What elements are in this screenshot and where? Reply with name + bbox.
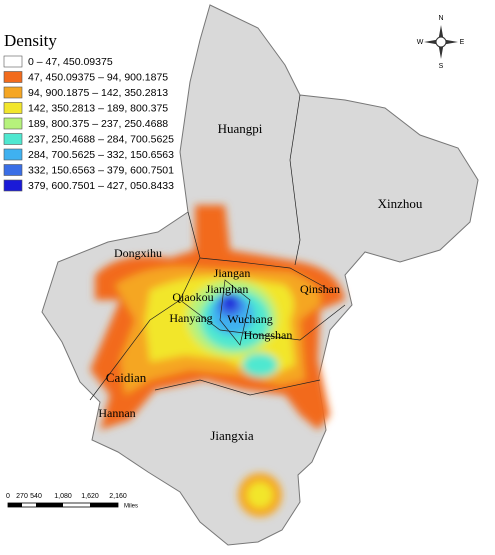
legend-swatch xyxy=(3,117,23,130)
district-label: Hanyang xyxy=(169,311,212,325)
legend-swatch xyxy=(3,71,23,83)
scale-bar-segment xyxy=(36,503,63,507)
district-label: Hannan xyxy=(98,406,135,420)
scale-label: 1,080 xyxy=(54,493,72,500)
district-label: Hongshan xyxy=(244,328,293,342)
district-label: Dongxihu xyxy=(114,246,162,260)
scale-label: 1,620 xyxy=(81,493,99,500)
legend-swatch xyxy=(3,148,23,161)
legend-swatch xyxy=(3,55,23,68)
district-label: Qiaokou xyxy=(172,290,213,304)
density-surface xyxy=(90,205,345,517)
district-label: Xinzhou xyxy=(378,196,423,211)
scale-label: 0 xyxy=(6,493,10,500)
district-label: Caidian xyxy=(106,370,147,385)
scale-label: 270 xyxy=(16,493,28,500)
legend-label: 237, 250.4688 – 284, 700.5625 xyxy=(28,133,174,145)
boundary xyxy=(154,379,321,396)
boundary xyxy=(219,279,251,346)
district-boundaries xyxy=(89,94,346,401)
compass-label: E xyxy=(460,39,465,46)
legend-swatch xyxy=(3,164,23,176)
district-label: Jiangxia xyxy=(210,428,254,443)
scale-bar-segment xyxy=(90,503,118,507)
legend-swatch xyxy=(3,86,23,99)
compass xyxy=(424,25,458,59)
boundary xyxy=(89,211,201,401)
district-label: Jianghan xyxy=(206,282,249,296)
legend-label: 0 – 47, 450.09375 xyxy=(28,56,113,68)
scale-label: 540 xyxy=(30,493,42,500)
district-label: Jiangan xyxy=(214,266,251,280)
boundary xyxy=(289,94,301,266)
density-zone xyxy=(224,296,236,310)
compass-label: W xyxy=(417,39,424,46)
scale-label: 2,160 xyxy=(109,493,127,500)
compass-label: N xyxy=(438,15,443,22)
legend-label: 94, 900.1875 – 142, 350.2813 xyxy=(28,87,168,99)
district-label: Huangpi xyxy=(218,121,263,136)
boundary xyxy=(199,257,331,291)
legend-label: 47, 450.09375 – 94, 900.1875 xyxy=(28,71,168,83)
density-zone xyxy=(242,353,278,377)
density-zone xyxy=(247,482,273,508)
legend-swatch xyxy=(3,179,23,192)
district-label: Qinshan xyxy=(300,282,340,296)
legend-label: 284, 700.5625 – 332, 150.6563 xyxy=(28,149,174,161)
compass-label: S xyxy=(439,63,444,70)
legend-label: 379, 600.7501 – 427, 050.8433 xyxy=(28,180,174,192)
legend-title: Density xyxy=(4,31,57,50)
district-label: Wuchang xyxy=(227,312,273,326)
legend-label: 332, 150.6563 – 379, 600.7501 xyxy=(28,164,174,176)
scale-bar-segment xyxy=(8,503,22,507)
boundary xyxy=(179,299,346,341)
legend-swatch xyxy=(3,102,23,114)
compass-center xyxy=(435,36,447,48)
legend-label: 142, 350.2813 – 189, 800.375 xyxy=(28,102,168,114)
scale-unit: Miles xyxy=(124,504,138,510)
scale-bar xyxy=(7,502,119,508)
legend-swatch xyxy=(3,133,23,145)
legend-label: 189, 800.375 – 237, 250.4688 xyxy=(28,118,168,130)
